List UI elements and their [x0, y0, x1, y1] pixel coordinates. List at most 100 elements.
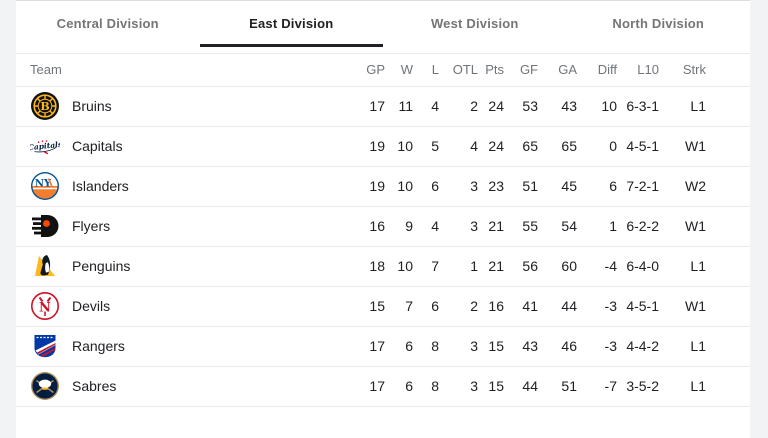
team-name: Flyers: [72, 218, 111, 234]
cell-w: 6: [385, 326, 413, 367]
cell-gf: 43: [504, 326, 538, 367]
column-header-pts: Pts: [478, 54, 504, 87]
row-spacer: [706, 206, 750, 247]
cell-pts: 24: [478, 86, 504, 127]
cell-w: 10: [385, 246, 413, 287]
cell-ga: 65: [538, 126, 577, 167]
cell-l10: 4-5-1: [617, 286, 659, 327]
cell-gp: 17: [345, 366, 385, 407]
cell-strk: W1: [659, 206, 706, 247]
cell-otl: 1: [439, 246, 478, 287]
row-spacer: [706, 126, 750, 167]
cell-gp: 17: [345, 86, 385, 127]
table-row-penguins: Penguins 18 10 7 1 21 56 60 -4 6-4-0 L1: [16, 246, 750, 287]
team-name: Penguins: [72, 258, 131, 274]
cell-l: 8: [413, 366, 439, 407]
cell-diff: 1: [577, 206, 617, 247]
table-row-capitals: Capitals Capitals 19 10 5 4 24 65 65 0 4-5-1 W1: [16, 126, 750, 167]
cell-w: 7: [385, 286, 413, 327]
cell-l: 4: [413, 86, 439, 127]
cell-l: 4: [413, 206, 439, 247]
cell-pts: 24: [478, 126, 504, 167]
column-header-l: L: [413, 54, 439, 87]
column-header-w: W: [385, 54, 413, 87]
cell-otl: 2: [439, 286, 478, 327]
cell-w: 9: [385, 206, 413, 247]
svg-text:Capitals: Capitals: [30, 140, 60, 153]
team-name: Capitals: [72, 138, 123, 154]
column-header-l10: L10: [617, 54, 659, 87]
cell-gp: 15: [345, 286, 385, 327]
tab-north-division[interactable]: North Division: [612, 16, 705, 31]
cell-l10: 6-4-0: [617, 246, 659, 287]
cell-l10: 4-5-1: [617, 126, 659, 167]
cell-gp: 16: [345, 206, 385, 247]
cell-gp: 17: [345, 326, 385, 367]
svg-text:N: N: [39, 301, 51, 316]
column-header-gf: GF: [504, 54, 538, 87]
division-tabs: Central Division East Division West Divisi…: [16, 1, 750, 47]
standings-card: Central Division East Division West Divisi…: [16, 0, 750, 438]
cell-diff: 10: [577, 86, 617, 127]
cell-pts: 23: [478, 166, 504, 207]
table-header-row: Team GP W L OTL Pts GF GA Diff L10 Strk: [16, 54, 750, 87]
cell-l10: 6-3-1: [617, 86, 659, 127]
cell-ga: 60: [538, 246, 577, 287]
cell-otl: 3: [439, 326, 478, 367]
cell-pts: 15: [478, 326, 504, 367]
cell-l10: 4-4-2: [617, 326, 659, 367]
tab-east-division[interactable]: East Division: [199, 1, 383, 47]
row-spacer: [706, 286, 750, 327]
bruins-logo: B: [30, 91, 60, 121]
cell-gf: 65: [504, 126, 538, 167]
table-row-flyers: Flyers 16 9 4 3 21 55 54 1 6-2-2 W1: [16, 206, 750, 247]
cell-l: 6: [413, 166, 439, 207]
sabres-logo: [30, 371, 60, 401]
cell-w: 11: [385, 86, 413, 127]
team-name: Devils: [72, 298, 111, 314]
cell-l: 7: [413, 246, 439, 287]
cell-strk: L1: [659, 326, 706, 367]
cell-pts: 21: [478, 246, 504, 287]
row-spacer: [706, 166, 750, 207]
islanders-logo: NY: [30, 171, 60, 201]
tab-central-division[interactable]: Central Division: [56, 16, 159, 31]
cell-ga: 44: [538, 286, 577, 327]
devils-logo: N: [30, 291, 60, 321]
capitals-logo: Capitals: [30, 131, 60, 161]
cell-pts: 16: [478, 286, 504, 327]
team-cell: Flyers: [16, 206, 345, 247]
cell-strk: W1: [659, 286, 706, 327]
cell-gp: 19: [345, 126, 385, 167]
cell-pts: 21: [478, 206, 504, 247]
cell-l10: 3-5-2: [617, 366, 659, 407]
table-row-bruins: B Bruins 17 11 4 2 24 53 43 10 6-3-1 L1: [16, 86, 750, 127]
cell-diff: 0: [577, 126, 617, 167]
standings-table: Team GP W L OTL Pts GF GA Diff L10 Strk B Bruins 17…: [16, 54, 750, 407]
cell-diff: -3: [577, 286, 617, 327]
table-row-devils: N Devils 15 7 6 2 16 41 44 -3 4-5-1 W1: [16, 286, 750, 327]
flyers-logo: [30, 211, 60, 241]
cell-w: 10: [385, 166, 413, 207]
column-header-ga: GA: [538, 54, 577, 87]
cell-gf: 44: [504, 366, 538, 407]
rangers-logo: [30, 331, 60, 361]
cell-gf: 41: [504, 286, 538, 327]
row-spacer: [706, 326, 750, 367]
team-cell: Penguins: [16, 246, 345, 287]
cell-diff: 6: [577, 166, 617, 207]
cell-pts: 15: [478, 366, 504, 407]
team-name: Bruins: [72, 98, 112, 114]
tab-west-division[interactable]: West Division: [430, 16, 519, 31]
cell-l: 5: [413, 126, 439, 167]
cell-ga: 45: [538, 166, 577, 207]
column-header-gp: GP: [345, 54, 385, 87]
table-row-rangers: Rangers 17 6 8 3 15 43 46 -3 4-4-2 L1: [16, 326, 750, 367]
svg-text:NY: NY: [35, 179, 52, 190]
column-header-otl: OTL: [439, 54, 478, 87]
cell-gf: 53: [504, 86, 538, 127]
column-header-diff: Diff: [577, 54, 617, 87]
cell-w: 10: [385, 126, 413, 167]
team-cell: Sabres: [16, 366, 345, 407]
row-spacer: [706, 86, 750, 127]
